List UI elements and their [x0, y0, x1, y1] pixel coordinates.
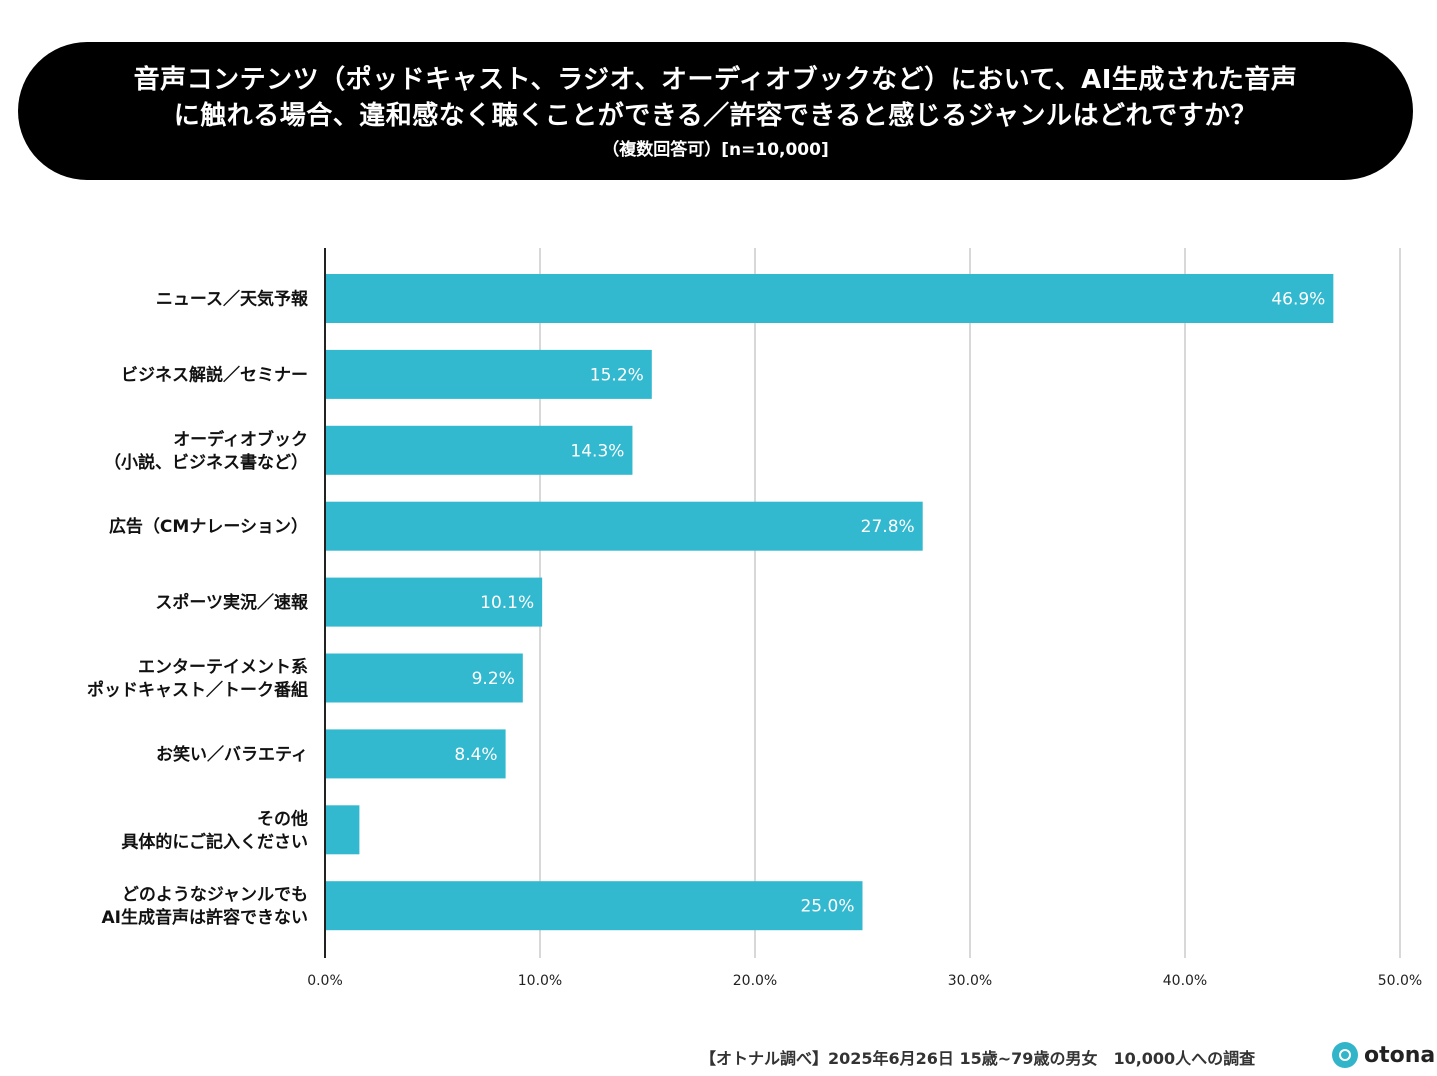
data-label: 27.8%: [861, 517, 915, 537]
category-label: ニュース／天気予報: [156, 289, 309, 310]
x-tick-label: 40.0%: [1163, 973, 1207, 989]
x-tick-label: 10.0%: [518, 973, 562, 989]
category-label: 具体的にご記入ください: [120, 831, 308, 852]
category-label: どのようなジャンルでも: [122, 885, 308, 905]
bar: [325, 425, 633, 475]
bar: [325, 729, 506, 779]
bar: [325, 501, 923, 551]
otonal-logo-icon: [1332, 1042, 1358, 1068]
bar: [325, 349, 652, 399]
category-label: （小説、ビジネス書など）: [104, 452, 308, 473]
data-label: 25.0%: [800, 897, 854, 917]
data-label: 10.1%: [480, 593, 534, 613]
category-label: AI生成音声は許容できない: [102, 907, 308, 928]
category-label: オーディオブック: [173, 429, 308, 450]
bar: [325, 577, 543, 627]
category-label: スポーツ実況／速報: [155, 592, 309, 613]
category-label: ポッドキャスト／トーク番組: [87, 680, 308, 701]
category-label: その他: [257, 808, 308, 829]
data-label: 14.3%: [570, 441, 624, 461]
bar: [325, 881, 863, 931]
title-banner: 音声コンテンツ（ポッドキャスト、ラジオ、オーディオブックなど）において、AI生成…: [18, 42, 1413, 180]
otonal-logo-text: otonal: [1364, 1042, 1437, 1068]
category-label: エンターテイメント系: [138, 658, 308, 678]
data-label: 8.4%: [454, 745, 497, 765]
chart-title-line-1: 音声コンテンツ（ポッドキャスト、ラジオ、オーディオブックなど）において、AI生成…: [133, 65, 1298, 95]
category-label: 広告（CMナレーション）: [109, 516, 308, 537]
chart-subtitle: （複数回答可）[n=10,000]: [602, 140, 829, 160]
x-tick-label: 20.0%: [733, 973, 777, 989]
bar: [325, 805, 360, 855]
chart-title-line-2: に触れる場合、違和感なく聴くことができる／許容できると感じるジャンルはどれですか…: [173, 101, 1258, 131]
x-tick-label: 50.0%: [1378, 973, 1422, 989]
data-label: 9.2%: [472, 669, 515, 689]
bar: [325, 274, 1334, 323]
x-tick-label: 30.0%: [948, 973, 992, 989]
data-label: 15.2%: [590, 365, 644, 385]
category-label: ビジネス解説／セミナー: [121, 364, 308, 385]
x-tick-label: 0.0%: [307, 973, 343, 989]
data-label: 46.9%: [1271, 290, 1325, 310]
bar: [325, 653, 523, 703]
category-label: お笑い／バラエティ: [156, 744, 308, 765]
otonal-logo: otonal: [1332, 1040, 1437, 1070]
source-note: 【オトナル調べ】2025年6月26日 15歳~79歳の男女 10,000人への調…: [700, 1049, 1256, 1068]
